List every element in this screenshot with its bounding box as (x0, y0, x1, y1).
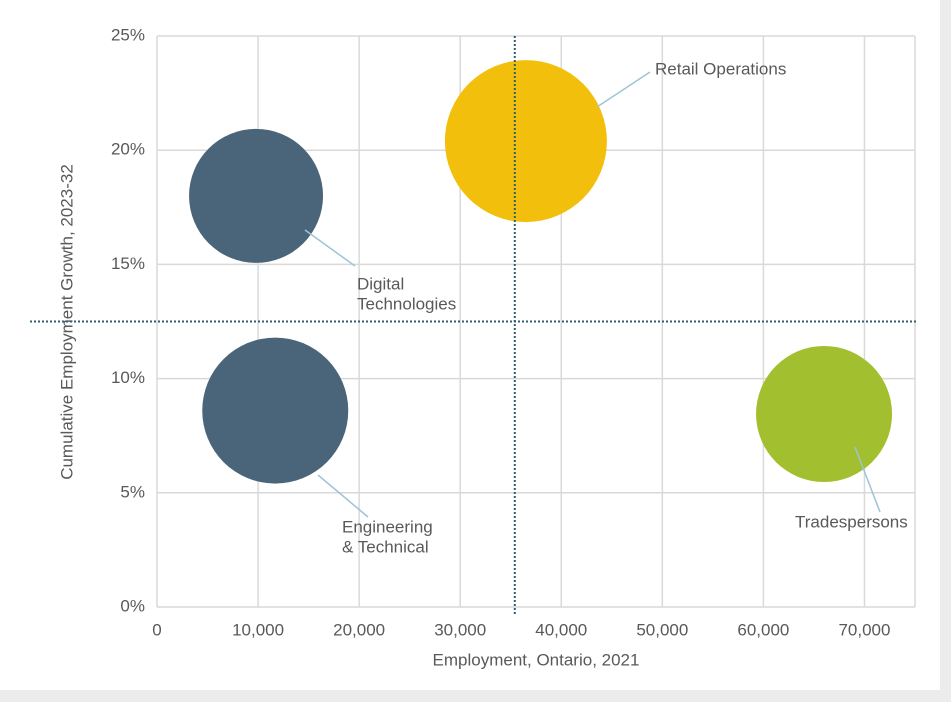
data-label: Tradespersons (795, 512, 908, 531)
data-label: Digital (357, 274, 404, 293)
x-tick-label: 10,000 (232, 620, 284, 639)
bubble (189, 128, 324, 263)
x-tick-label: 70,000 (838, 620, 890, 639)
data-label: Engineering (342, 517, 433, 536)
y-tick-label: 10% (111, 368, 145, 387)
x-tick-label: 30,000 (434, 620, 486, 639)
data-label: Retail Operations (655, 59, 786, 78)
data-label: & Technical (342, 537, 429, 556)
y-tick-label: 20% (111, 140, 145, 159)
data-label: Technologies (357, 294, 456, 313)
leader-line (304, 229, 356, 267)
bubble (202, 337, 349, 484)
y-tick-label: 0% (120, 596, 145, 615)
bubble (756, 346, 893, 483)
y-tick-label: 15% (111, 254, 145, 273)
leader-line (317, 474, 369, 518)
y-tick-label: 5% (120, 482, 145, 501)
x-tick-label: 0 (152, 620, 161, 639)
x-tick-label: 40,000 (535, 620, 587, 639)
leader-line (596, 71, 651, 108)
x-axis-title: Employment, Ontario, 2021 (433, 650, 640, 669)
y-tick-label: 25% (111, 25, 145, 44)
leader-line (854, 446, 881, 513)
bubble (444, 60, 607, 223)
x-tick-label: 20,000 (333, 620, 385, 639)
x-tick-label: 50,000 (636, 620, 688, 639)
x-tick-label: 60,000 (737, 620, 789, 639)
